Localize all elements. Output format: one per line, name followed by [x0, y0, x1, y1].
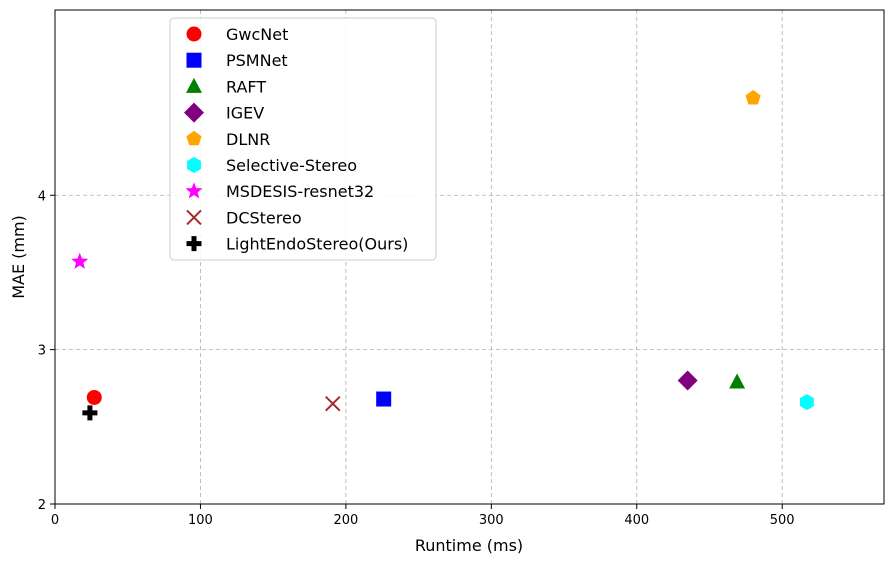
y-axis-label: MAE (mm) — [9, 215, 28, 299]
legend-marker — [187, 157, 201, 173]
legend-label: RAFT — [226, 77, 266, 96]
data-point-raft — [729, 373, 746, 389]
legend-label: LightEndoStereo(Ours) — [226, 235, 408, 254]
x-axis-label: Runtime (ms) — [415, 536, 523, 555]
legend-marker — [186, 236, 202, 252]
legend-marker — [186, 77, 202, 93]
data-point-dcstereo — [325, 395, 341, 412]
data-point-selective-stereo — [799, 394, 814, 411]
legend-marker — [186, 209, 202, 226]
y-tick-label: 2 — [38, 498, 46, 513]
data-point-psmnet — [376, 391, 392, 407]
legend-box — [169, 17, 437, 261]
data-point-msdesis-resnet32 — [71, 252, 89, 269]
legend-label: PSMNet — [226, 51, 288, 70]
legend-label: MSDESIS-resnet32 — [226, 182, 374, 201]
x-axis-ticks: 0 100 200 300 400 500 — [51, 504, 795, 528]
legend-marker — [186, 130, 202, 146]
y-tick-label: 3 — [38, 344, 46, 359]
data-point-dlnr — [745, 89, 761, 105]
x-tick-label: 100 — [188, 513, 213, 528]
legend-marker — [184, 102, 204, 123]
legend-marker — [186, 26, 202, 42]
legend-label: IGEV — [226, 104, 264, 123]
plot-frame — [54, 9, 885, 505]
data-points — [71, 89, 814, 421]
data-point-lightendostereo-ours — [82, 405, 98, 421]
legend-marker — [186, 52, 202, 68]
x-tick-label: 300 — [479, 513, 504, 528]
x-tick-label: 200 — [333, 513, 358, 528]
y-tick-label: 4 — [38, 189, 46, 204]
legend-label: Selective-Stereo — [226, 156, 357, 175]
y-axis-ticks: 2 3 4 — [38, 189, 55, 513]
legend-label: DLNR — [226, 130, 270, 149]
data-point-gwcnet — [86, 389, 102, 405]
legend-label: GwcNet — [226, 25, 288, 44]
data-point-igev — [677, 370, 698, 391]
x-tick-label: 0 — [51, 513, 59, 528]
legend: GwcNet PSMNet RAFT IGEV DLNR Selective-Stereo… — [169, 17, 437, 261]
legend-label: DCStereo — [226, 208, 302, 227]
x-tick-label: 400 — [624, 513, 649, 528]
legend-marker — [185, 182, 203, 199]
x-tick-label: 500 — [770, 513, 795, 528]
